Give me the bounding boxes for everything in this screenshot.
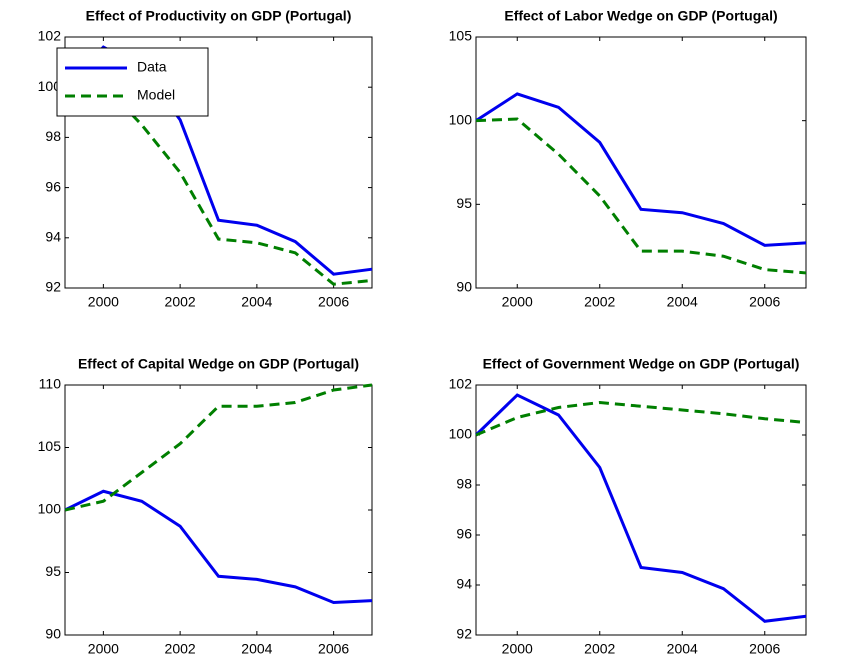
chart-title: Effect of Capital Wedge on GDP (Portugal… (78, 356, 359, 372)
x-tick-label: 2004 (241, 294, 272, 310)
y-tick-label: 90 (45, 626, 61, 642)
y-tick-label: 102 (449, 376, 473, 392)
legend-label: Data (137, 59, 167, 75)
plot-frame (64, 36, 373, 289)
x-tick-label: 2002 (165, 641, 196, 657)
chart-title: Effect of Labor Wedge on GDP (Portugal) (504, 8, 777, 24)
x-tick-label: 2000 (502, 294, 533, 310)
y-tick-label: 105 (38, 438, 62, 454)
legend-box (56, 47, 209, 117)
y-tick-label: 100 (38, 78, 62, 94)
y-tick-label: 95 (45, 563, 61, 579)
y-tick-label: 105 (449, 28, 473, 44)
y-tick-label: 100 (449, 426, 473, 442)
y-tick-label: 100 (449, 111, 473, 127)
x-tick-label: 2004 (667, 641, 698, 657)
plot-frame (475, 36, 807, 289)
y-tick-label: 96 (45, 178, 61, 194)
y-tick-label: 94 (456, 576, 472, 592)
plot-frame (64, 384, 373, 636)
data-line (64, 489, 373, 605)
data-line (475, 117, 807, 275)
chart-title: Effect of Government Wedge on GDP (Portu… (483, 356, 800, 372)
y-tick-label: 95 (456, 195, 472, 211)
x-tick-label: 2004 (241, 641, 272, 657)
x-tick-label: 2002 (584, 641, 615, 657)
chart-title: Effect of Productivity on GDP (Portugal) (86, 8, 352, 24)
x-tick-label: 2000 (88, 294, 119, 310)
y-tick-label: 98 (45, 128, 61, 144)
y-tick-label: 110 (39, 376, 62, 392)
data-line (475, 400, 807, 437)
x-tick-label: 2002 (165, 294, 196, 310)
y-tick-label: 94 (45, 229, 61, 245)
y-tick-label: 92 (456, 626, 472, 642)
y-tick-label: 92 (45, 279, 61, 295)
x-tick-label: 2006 (318, 294, 349, 310)
plot-frame (475, 384, 807, 636)
x-tick-label: 2006 (318, 641, 349, 657)
data-line (474, 393, 807, 623)
x-tick-label: 2000 (502, 641, 533, 657)
y-tick-label: 98 (456, 476, 472, 492)
y-tick-label: 96 (456, 526, 472, 542)
legend-label: Model (137, 87, 175, 103)
y-tick-label: 90 (456, 279, 472, 295)
x-tick-label: 2004 (667, 294, 698, 310)
x-tick-label: 2006 (749, 294, 780, 310)
y-tick-label: 102 (38, 28, 62, 44)
x-tick-label: 2006 (749, 641, 780, 657)
x-tick-label: 2000 (88, 641, 119, 657)
data-line (64, 383, 373, 512)
data-line (475, 92, 807, 247)
x-tick-label: 2002 (584, 294, 615, 310)
y-tick-label: 100 (38, 501, 62, 517)
